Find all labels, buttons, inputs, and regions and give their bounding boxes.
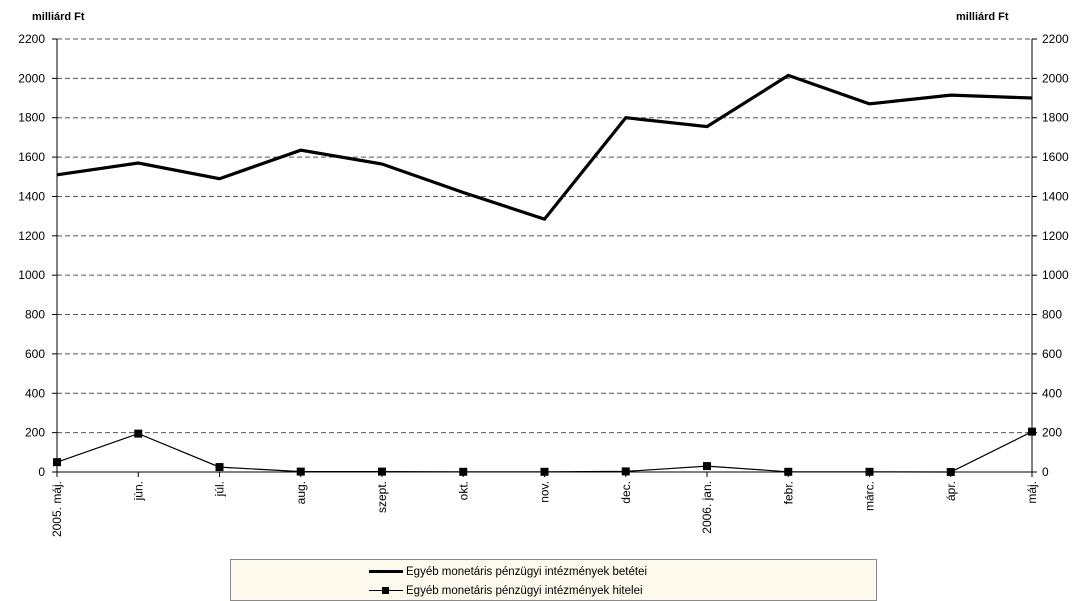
data-point-marker — [134, 429, 143, 438]
data-point-marker — [621, 467, 630, 476]
x-tick-label: jún. — [131, 481, 145, 501]
y2-tick-label: 1800 — [1042, 111, 1069, 125]
y2-tick-label: 1200 — [1042, 229, 1069, 243]
x-tick-label: szept. — [375, 481, 389, 513]
y-tick-label: 600 — [25, 347, 45, 361]
x-tick-label: nov. — [538, 481, 552, 503]
y2-tick-label: 600 — [1042, 347, 1062, 361]
chart-legend: Egyéb monetáris pénzügyi intézmények bet… — [230, 559, 877, 601]
x-tick-label: márc. — [863, 481, 877, 511]
y2-tick-label: 2000 — [1042, 71, 1069, 85]
y-tick-label: 0 — [38, 465, 45, 479]
legend-label-deposits: Egyéb monetáris pénzügyi intézmények bet… — [406, 566, 648, 578]
data-point-marker — [378, 467, 386, 476]
y2-tick-label: 2200 — [1042, 32, 1069, 46]
x-tick-label: dec. — [619, 481, 633, 504]
y2-tick-label: 0 — [1042, 465, 1049, 479]
x-tick-label: máj. — [1025, 481, 1039, 504]
series-line-0 — [56, 73, 1033, 221]
y-tick-label: 2000 — [18, 71, 45, 85]
x-tick-label: 2006. jan. — [700, 481, 714, 534]
legend-item-loans: Egyéb monetáris pénzügyi intézmények hit… — [369, 582, 643, 600]
y-tick-label: 1200 — [18, 229, 45, 243]
data-point-marker — [865, 467, 874, 476]
x-tick-label: júl. — [213, 481, 227, 497]
left-axis-unit-label: milliárd Ft — [32, 11, 85, 23]
y-tick-label: 200 — [25, 426, 45, 440]
y2-tick-label: 400 — [1042, 386, 1062, 400]
y-tick-label: 1800 — [18, 111, 45, 125]
data-point-marker — [946, 468, 955, 476]
y2-tick-label: 1000 — [1042, 268, 1069, 282]
y-tick-label: 2200 — [18, 32, 45, 46]
series-line-1 — [56, 431, 1033, 473]
data-point-marker — [215, 463, 224, 472]
y-tick-label: 800 — [25, 308, 45, 322]
data-point-marker — [540, 467, 549, 476]
data-point-marker — [784, 467, 793, 476]
y2-tick-label: 1600 — [1042, 150, 1069, 164]
legend-label-loans: Egyéb monetáris pénzügyi intézmények hit… — [406, 585, 643, 597]
line-chart: 0 0 200 200 400 400 600 600 800 800 1000 1000 1200 12… — [18, 32, 1069, 537]
data-point-marker — [296, 467, 305, 476]
x-tick-label: aug. — [294, 481, 308, 504]
data-point-marker — [459, 467, 468, 476]
y2-tick-label: 800 — [1042, 308, 1062, 322]
x-tick-label: ápr. — [944, 481, 958, 501]
y-tick-label: 1400 — [18, 189, 45, 203]
data-point-marker — [53, 458, 61, 467]
y-tick-label: 400 — [25, 386, 45, 400]
x-tick-label: febr. — [781, 481, 795, 504]
data-point-marker — [703, 462, 711, 471]
y2-tick-label: 200 — [1042, 426, 1062, 440]
x-tick-label: okt. — [456, 481, 470, 500]
data-point-marker — [1028, 427, 1036, 436]
y-tick-label: 1000 — [18, 268, 45, 282]
legend-swatch-square-marker-line — [369, 586, 403, 596]
legend-item-deposits: Egyéb monetáris pénzügyi intézmények bet… — [369, 563, 647, 581]
legend-swatch-thick-line — [369, 567, 403, 577]
y-tick-label: 1600 — [18, 150, 45, 164]
y2-tick-label: 1400 — [1042, 189, 1069, 203]
x-tick-label: 2005. máj. — [50, 481, 64, 537]
right-axis-unit-label: milliárd Ft — [956, 11, 1009, 23]
